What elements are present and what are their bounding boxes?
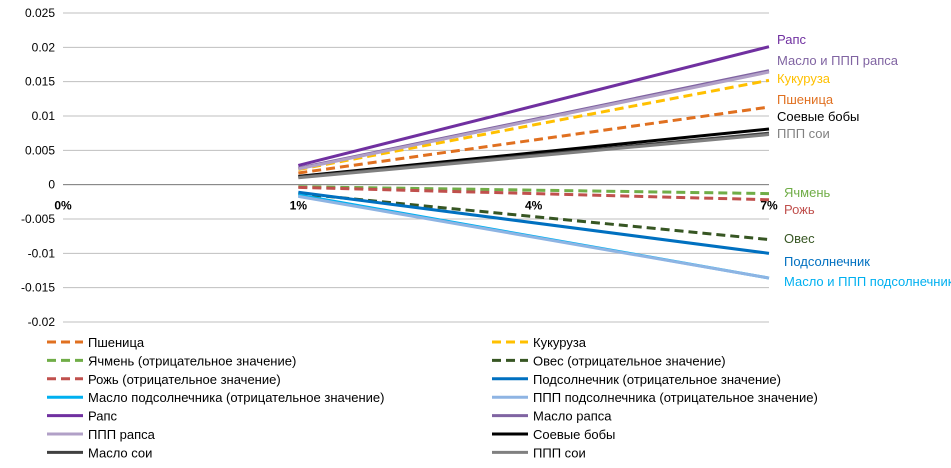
legend-label-rapemeal: ППП рапса: [88, 427, 156, 442]
legend-label-sunflower: Подсолнечник (отрицательное значение): [533, 372, 781, 387]
x-tick-label: 7%: [760, 199, 778, 213]
y-axis: 0.025 0.02 0.015 0.01 0.005 0 -0.005 -0.01 -0.01…: [21, 6, 55, 329]
series-lines: [297, 45, 770, 280]
x-axis: 0% 1% 4% 7%: [54, 184, 778, 213]
y-tick-label: 0.015: [25, 75, 55, 89]
end-label-barley: Ячмень: [784, 185, 831, 200]
series-line-soymeal: [298, 133, 770, 180]
series-line-wheat: [298, 105, 770, 175]
y-tick-label: -0.005: [21, 212, 55, 226]
y-tick-label: 0.025: [25, 6, 55, 20]
series-line-rapemeal: [298, 70, 770, 171]
y-tick-label: -0.01: [28, 246, 56, 260]
x-tick-label: 1%: [290, 199, 308, 213]
end-label-rapeseed: Рапс: [777, 32, 807, 47]
y-tick-label: 0.02: [32, 40, 56, 54]
end-label-sunoil: Масло и ППП подсолнечника: [784, 274, 951, 289]
series-line-rye: [298, 185, 770, 202]
y-tick-label: -0.015: [21, 281, 55, 295]
end-label-oats: Овес: [784, 231, 815, 246]
end-label-wheat: Пшеница: [777, 92, 834, 107]
end-label-corn: Кукуруза: [777, 71, 831, 86]
end-label-rye: Рожь: [784, 202, 815, 217]
series-end-labels: Пшеница Кукуруза Ячмень Овес Рожь Подсолнечни…: [777, 32, 951, 289]
y-tick-label: 0.005: [25, 143, 55, 157]
legend: Пшеница Кукуруза Ячмень (отрицательное зна…: [47, 335, 818, 460]
legend-label-sunoil: Масло подсолнечника (отрицательное значе…: [88, 390, 384, 405]
legend-label-barley: Ячмень (отрицательное значение): [88, 353, 296, 368]
end-label-soymeal: ППП сои: [777, 126, 830, 141]
legend-label-oats: Овес (отрицательное значение): [533, 353, 726, 368]
end-label-soy: Соевые бобы: [777, 109, 859, 124]
series-line-sunmeal: [298, 194, 770, 280]
legend-label-sunmeal: ППП подсолнечника (отрицательное значени…: [533, 390, 818, 405]
legend-label-rapeseed: Рапс: [88, 409, 118, 424]
series-line-corn: [298, 78, 770, 172]
y-tick-label: 0: [48, 178, 55, 192]
x-tick-label: 0%: [54, 199, 72, 213]
x-tick-label: 4%: [525, 199, 543, 213]
series-line-barley: [298, 185, 770, 196]
series-line-sunflower: [298, 190, 770, 255]
legend-label-rye: Рожь (отрицательное значение): [88, 372, 281, 387]
y-tick-label: 0.01: [32, 109, 56, 123]
legend-label-wheat: Пшеница: [88, 335, 145, 350]
end-label-sunflower: Подсолнечник: [784, 254, 870, 269]
legend-label-soymeal: ППП сои: [533, 445, 586, 460]
legend-label-rapeoil: Масло рапса: [533, 409, 612, 424]
legend-label-corn: Кукуруза: [533, 335, 587, 350]
y-tick-label: -0.02: [28, 315, 56, 329]
series-line-rapeseed: [297, 45, 770, 167]
legend-label-soyoil: Масло сои: [88, 445, 152, 460]
end-label-rapeoil: Масло и ППП рапса: [777, 53, 899, 68]
legend-label-soy: Соевые бобы: [533, 427, 615, 442]
